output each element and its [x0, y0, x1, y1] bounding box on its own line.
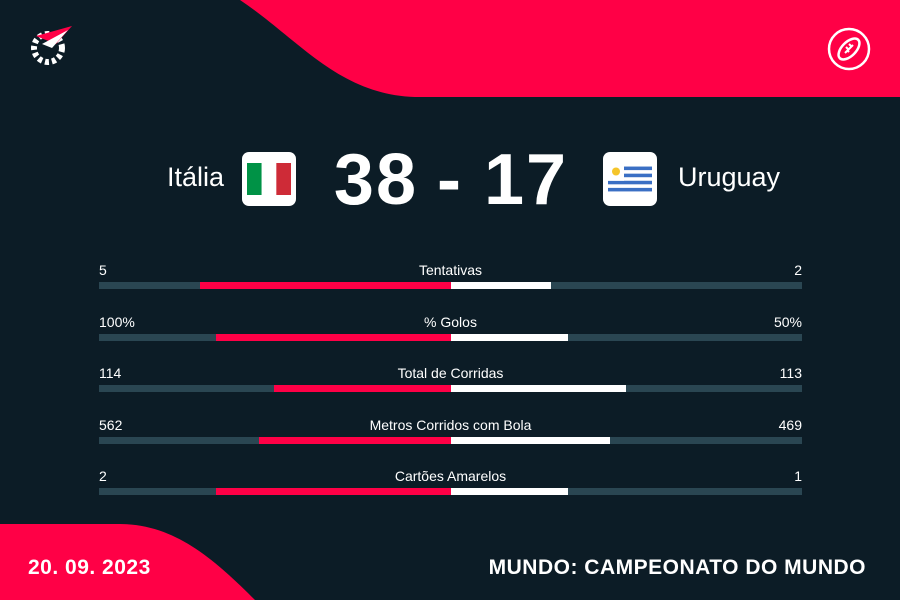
stat-label: Cartões Amarelos: [394, 468, 507, 484]
away-team-name: Uruguay: [678, 162, 781, 192]
stat-row: 100% % Golos 50%: [99, 312, 802, 364]
home-team-name: Itália: [166, 162, 224, 192]
stat-label: Total de Corridas: [397, 365, 504, 381]
stat-bar-track: [99, 385, 802, 392]
stat-label: Metros Corridos com Bola: [369, 416, 532, 433]
stat-away-bar: [450, 333, 568, 341]
match-statistics: 5 Tentativas 2 100% % Golos 50% 114 Tota…: [99, 260, 802, 518]
stat-bar-track: [99, 436, 802, 444]
stat-label: % Golos: [424, 313, 477, 330]
flashscore-logo-icon: [31, 26, 72, 65]
stat-row: 2 Cartões Amarelos 1: [99, 466, 802, 518]
stat-label: Tentativas: [418, 262, 483, 278]
italy-flag-icon: [242, 152, 296, 206]
stat-away-value: 2: [794, 262, 802, 278]
stat-home-bar: [216, 333, 451, 341]
stat-away-bar: [450, 436, 611, 444]
scoreboard: Itália 38 - 17 Uruguay: [0, 140, 900, 220]
stat-row: 114 Total de Corridas 113: [99, 363, 802, 415]
stat-away-bar: [450, 385, 626, 392]
stat-bar-track: [99, 282, 802, 289]
stat-home-bar: [216, 488, 451, 495]
match-date: 20. 09. 2023: [28, 556, 151, 579]
stat-home-bar: [274, 385, 451, 392]
stat-home-value: 100%: [99, 313, 135, 330]
stat-away-value: 50%: [773, 313, 802, 330]
stat-home-value: 562: [99, 416, 123, 433]
stat-row: 5 Tentativas 2: [99, 260, 802, 312]
stat-away-value: 1: [794, 468, 802, 484]
stat-home-bar: [258, 436, 451, 444]
stat-row: 562 Metros Corridos com Bola 469: [99, 415, 802, 467]
stat-away-value: 113: [779, 365, 802, 381]
stat-home-value: 5: [99, 262, 107, 278]
rugby-ball-icon: [827, 27, 871, 71]
stat-home-bar: [199, 282, 451, 289]
stat-bar-track: [99, 333, 802, 341]
stat-home-value: 2: [99, 468, 107, 484]
stat-away-bar: [450, 282, 552, 289]
stat-bar-track: [99, 488, 802, 495]
away-score: 17: [484, 140, 569, 220]
score-separator: -: [437, 140, 463, 220]
stat-away-value: 469: [778, 416, 802, 433]
stat-home-value: 114: [99, 365, 122, 381]
uruguay-flag-icon: [603, 152, 657, 206]
stat-away-bar: [450, 488, 568, 495]
competition-name: MUNDO: CAMPEONATO DO MUNDO: [488, 556, 866, 579]
home-score: 38: [333, 140, 418, 220]
